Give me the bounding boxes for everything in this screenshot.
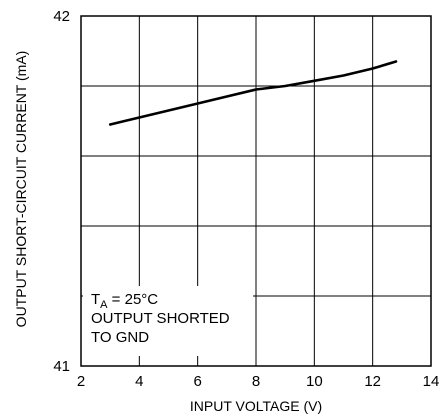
x-tick-label: 14 — [423, 373, 440, 390]
y-tick-label: 41 — [53, 358, 70, 375]
x-tick-label: 6 — [193, 373, 201, 390]
series-group — [108, 60, 398, 126]
x-tick-labels: 2 4 6 8 10 12 14 — [77, 373, 440, 390]
annotation-line-3: TO GND — [91, 329, 149, 346]
annotation-ta: TA = 25°C — [91, 291, 158, 311]
annotation-line-2: OUTPUT SHORTED — [91, 310, 230, 327]
x-tick-label: 8 — [252, 373, 260, 390]
x-tick-label: 4 — [135, 373, 143, 390]
y-tick-labels: 41 42 — [53, 8, 70, 375]
y-axis-title: OUTPUT SHORT-CIRCUIT CURRENT (mA) — [13, 51, 29, 328]
annotation: TA = 25°C OUTPUT SHORTED TO GND — [83, 286, 253, 356]
grid — [81, 16, 431, 366]
x-tick-label: 10 — [306, 373, 323, 390]
series-line-0 — [108, 60, 398, 126]
x-tick-label: 12 — [364, 373, 381, 390]
x-tick-label: 2 — [77, 373, 85, 390]
y-tick-label: 42 — [53, 8, 70, 25]
annotation-background — [83, 286, 253, 356]
plot-frame — [80, 15, 432, 367]
x-axis-title: INPUT VOLTAGE (V) — [190, 398, 322, 414]
